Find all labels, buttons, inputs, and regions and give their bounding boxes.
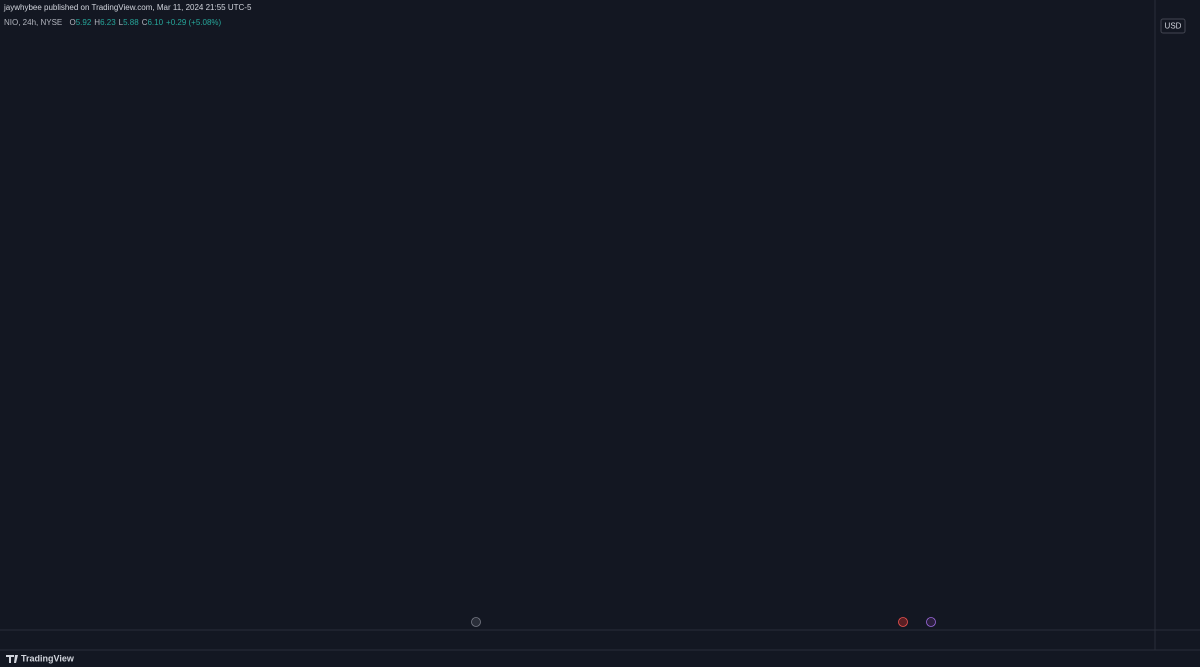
currency: USD	[1165, 22, 1182, 31]
legend-value: 6.23	[100, 18, 116, 27]
publisher: jaywhybee published on TradingView.com, …	[4, 3, 252, 12]
legend-key: C	[141, 18, 148, 27]
legend-key: L	[118, 18, 124, 27]
legend-change: +0.29 (+5.08%)	[166, 18, 222, 27]
earnings-icon[interactable]	[471, 617, 481, 627]
earnings-icon[interactable]	[898, 617, 908, 627]
legend-value: 5.92	[75, 18, 92, 27]
symbol: NIO, 24h, NYSE	[4, 18, 63, 27]
legend-key: H	[94, 18, 101, 27]
legend-value: 6.10	[147, 18, 164, 27]
footer-brand: TradingView	[21, 653, 75, 663]
legend: NIO, 24h, NYSE O5.92 H6.23 L5.88 C6.10 +0.29…	[4, 18, 224, 27]
event-icon[interactable]	[926, 617, 936, 627]
publisher-line: jaywhybee published on TradingView.com, …	[4, 3, 255, 12]
footer-bar	[0, 650, 1200, 667]
currency-box[interactable]	[1160, 18, 1186, 34]
legend-key: O	[69, 18, 76, 27]
logo-icon	[6, 655, 18, 663]
legend-value: 5.88	[123, 18, 139, 27]
